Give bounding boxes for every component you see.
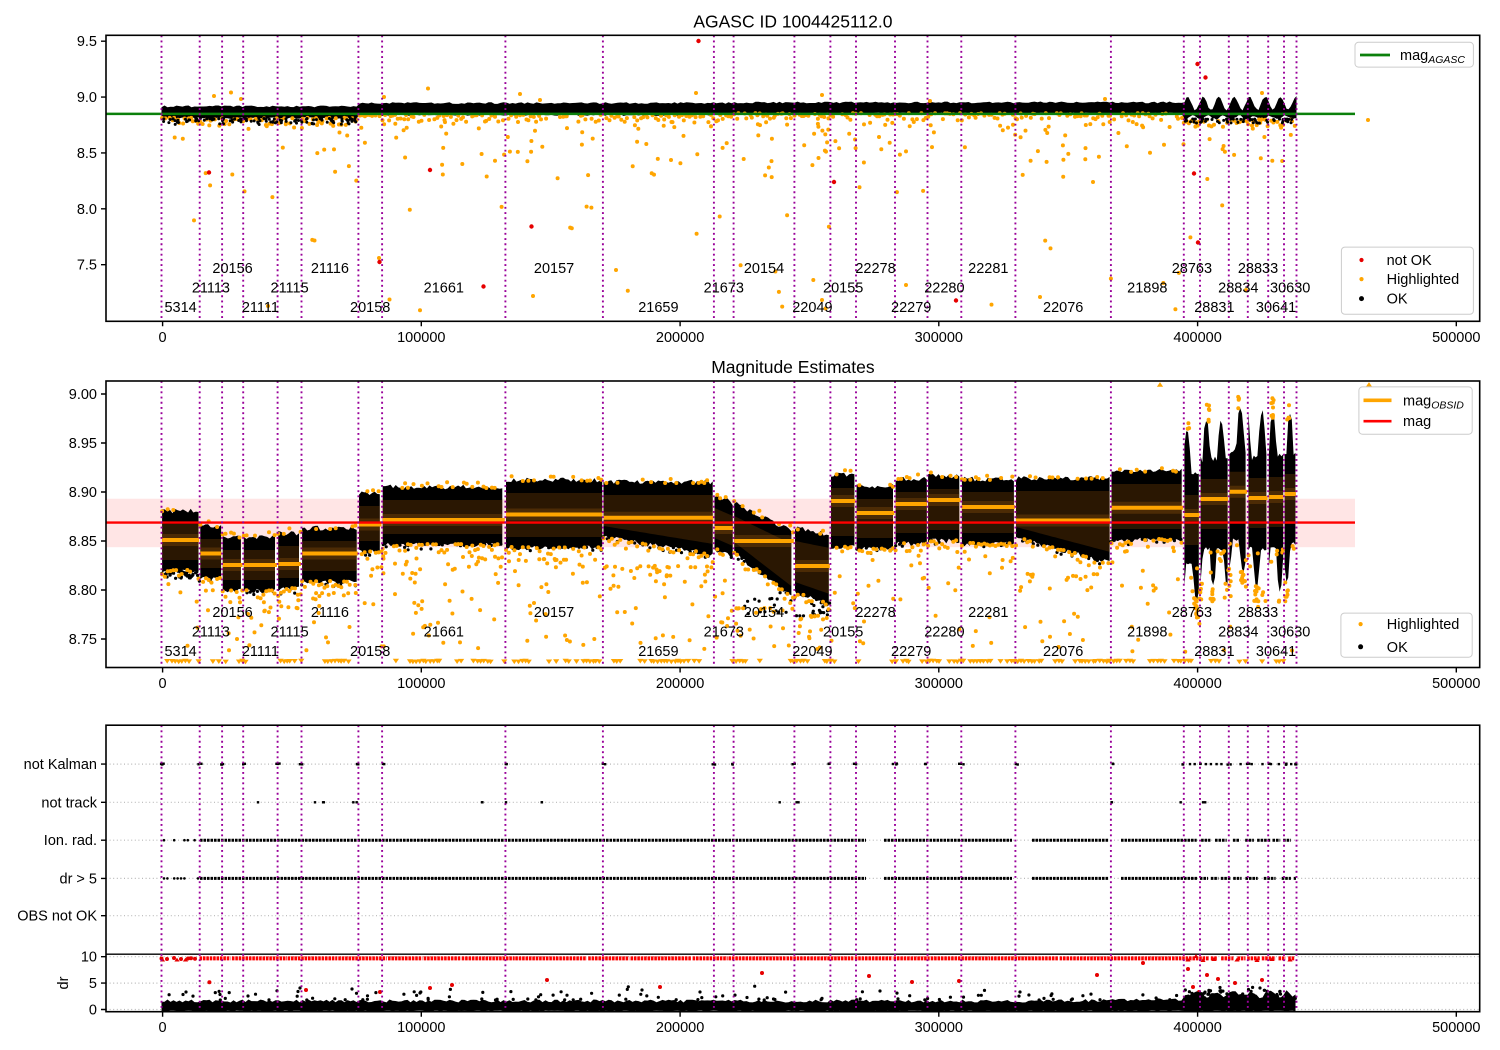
svg-text:200000: 200000 bbox=[656, 676, 704, 692]
svg-text:Highlighted: Highlighted bbox=[1387, 617, 1460, 633]
svg-text:20156: 20156 bbox=[212, 605, 252, 621]
svg-text:9.5: 9.5 bbox=[77, 34, 97, 50]
svg-text:28834: 28834 bbox=[1218, 281, 1258, 297]
svg-text:21115: 21115 bbox=[271, 281, 309, 297]
svg-text:20158: 20158 bbox=[350, 300, 390, 316]
svg-text:21116: 21116 bbox=[311, 261, 349, 277]
svg-text:9.00: 9.00 bbox=[69, 387, 97, 403]
svg-text:Ion. rad.: Ion. rad. bbox=[44, 833, 97, 849]
svg-text:22076: 22076 bbox=[1043, 300, 1083, 316]
svg-text:22049: 22049 bbox=[792, 644, 832, 660]
svg-text:8.5: 8.5 bbox=[77, 146, 97, 162]
svg-text:21113: 21113 bbox=[192, 281, 230, 297]
svg-text:500000: 500000 bbox=[1432, 330, 1480, 346]
svg-text:20155: 20155 bbox=[823, 281, 863, 297]
svg-text:21111: 21111 bbox=[242, 644, 279, 660]
svg-text:5: 5 bbox=[89, 976, 97, 992]
svg-text:300000: 300000 bbox=[915, 676, 963, 692]
svg-text:OK: OK bbox=[1387, 640, 1408, 656]
svg-text:28763: 28763 bbox=[1172, 605, 1212, 621]
svg-text:not Kalman: not Kalman bbox=[24, 757, 97, 773]
svg-text:22280: 22280 bbox=[924, 624, 964, 640]
svg-text:400000: 400000 bbox=[1173, 1020, 1221, 1036]
svg-text:5314: 5314 bbox=[164, 300, 196, 316]
svg-text:100000: 100000 bbox=[397, 330, 445, 346]
svg-text:22049: 22049 bbox=[792, 300, 832, 316]
svg-text:28831: 28831 bbox=[1194, 300, 1234, 316]
svg-text:500000: 500000 bbox=[1432, 676, 1480, 692]
svg-text:7.5: 7.5 bbox=[77, 258, 97, 274]
svg-text:30630: 30630 bbox=[1270, 624, 1310, 640]
svg-text:22279: 22279 bbox=[891, 644, 931, 660]
svg-text:21116: 21116 bbox=[311, 605, 349, 621]
svg-text:8.90: 8.90 bbox=[69, 485, 97, 501]
svg-text:200000: 200000 bbox=[656, 1020, 704, 1036]
svg-text:22278: 22278 bbox=[855, 261, 895, 277]
svg-text:21661: 21661 bbox=[424, 281, 464, 297]
svg-text:not OK: not OK bbox=[1387, 253, 1432, 269]
svg-text:400000: 400000 bbox=[1173, 676, 1221, 692]
svg-text:OK: OK bbox=[1387, 292, 1408, 308]
svg-text:0: 0 bbox=[159, 676, 167, 692]
svg-text:300000: 300000 bbox=[915, 1020, 963, 1036]
svg-text:28831: 28831 bbox=[1194, 644, 1234, 660]
svg-text:not track: not track bbox=[41, 795, 97, 811]
svg-text:28833: 28833 bbox=[1238, 605, 1278, 621]
svg-text:8.85: 8.85 bbox=[69, 534, 97, 550]
svg-text:30641: 30641 bbox=[1256, 644, 1296, 660]
svg-text:500000: 500000 bbox=[1432, 1020, 1480, 1036]
svg-text:22076: 22076 bbox=[1043, 644, 1083, 660]
svg-text:30641: 30641 bbox=[1256, 300, 1296, 316]
svg-text:8.80: 8.80 bbox=[69, 583, 97, 599]
svg-text:21113: 21113 bbox=[192, 624, 230, 640]
svg-text:8.95: 8.95 bbox=[69, 436, 97, 452]
svg-text:22278: 22278 bbox=[855, 605, 895, 621]
svg-text:dr > 5: dr > 5 bbox=[60, 871, 97, 887]
svg-text:30630: 30630 bbox=[1270, 281, 1310, 297]
svg-text:28834: 28834 bbox=[1218, 624, 1258, 640]
svg-text:21898: 21898 bbox=[1127, 624, 1167, 640]
svg-text:5314: 5314 bbox=[164, 644, 196, 660]
svg-text:21673: 21673 bbox=[704, 624, 744, 640]
svg-text:28833: 28833 bbox=[1238, 261, 1278, 277]
svg-text:28763: 28763 bbox=[1172, 261, 1212, 277]
svg-text:dr: dr bbox=[56, 976, 72, 989]
svg-text:0: 0 bbox=[159, 1020, 167, 1036]
svg-text:21659: 21659 bbox=[638, 300, 678, 316]
svg-text:21673: 21673 bbox=[704, 281, 744, 297]
svg-text:21115: 21115 bbox=[271, 624, 309, 640]
svg-text:8.75: 8.75 bbox=[69, 632, 97, 648]
svg-text:22280: 22280 bbox=[924, 281, 964, 297]
svg-text:Highlighted: Highlighted bbox=[1387, 272, 1460, 288]
svg-text:21659: 21659 bbox=[638, 644, 678, 660]
svg-text:9.0: 9.0 bbox=[77, 90, 97, 106]
svg-text:22281: 22281 bbox=[968, 261, 1008, 277]
svg-text:20154: 20154 bbox=[744, 261, 784, 277]
svg-text:OBS not OK: OBS not OK bbox=[17, 909, 97, 925]
svg-text:20154: 20154 bbox=[744, 605, 784, 621]
svg-text:20156: 20156 bbox=[212, 261, 252, 277]
svg-text:200000: 200000 bbox=[656, 330, 704, 346]
svg-text:20155: 20155 bbox=[823, 624, 863, 640]
svg-text:400000: 400000 bbox=[1173, 330, 1221, 346]
svg-text:Magnitude Estimates: Magnitude Estimates bbox=[711, 357, 875, 377]
svg-text:20157: 20157 bbox=[534, 605, 574, 621]
svg-text:8.0: 8.0 bbox=[77, 202, 97, 218]
svg-text:100000: 100000 bbox=[397, 1020, 445, 1036]
svg-text:300000: 300000 bbox=[915, 330, 963, 346]
svg-text:22279: 22279 bbox=[891, 300, 931, 316]
svg-text:0: 0 bbox=[159, 330, 167, 346]
svg-text:22281: 22281 bbox=[968, 605, 1008, 621]
svg-text:20157: 20157 bbox=[534, 261, 574, 277]
svg-text:21661: 21661 bbox=[424, 624, 464, 640]
svg-text:mag: mag bbox=[1403, 414, 1431, 430]
svg-text:100000: 100000 bbox=[397, 676, 445, 692]
svg-text:AGASC ID 1004425112.0: AGASC ID 1004425112.0 bbox=[693, 12, 892, 32]
svg-text:21898: 21898 bbox=[1127, 281, 1167, 297]
svg-text:21111: 21111 bbox=[242, 300, 279, 316]
svg-text:10: 10 bbox=[81, 950, 97, 966]
svg-text:20158: 20158 bbox=[350, 644, 390, 660]
svg-text:0: 0 bbox=[89, 1003, 97, 1019]
